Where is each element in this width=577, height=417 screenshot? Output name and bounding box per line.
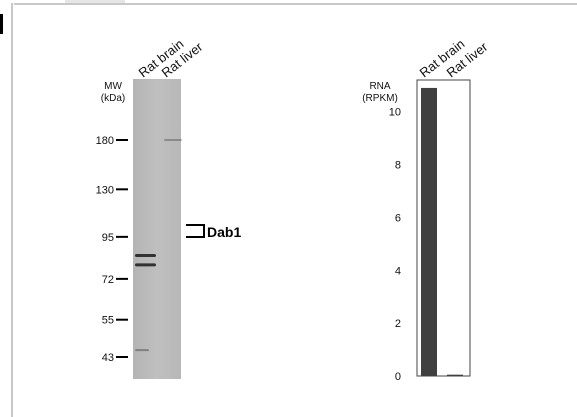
marker-layer: 180 130 95 72 55 43 [96, 135, 128, 364]
band-layer [135, 139, 182, 352]
band-label: Dab1 [207, 224, 241, 240]
bracket-shape [186, 224, 205, 238]
y-tick-label: 8 [395, 160, 401, 172]
mw-marker-label: 130 [96, 184, 114, 196]
frame-tab [65, 0, 125, 3]
bar-layer [421, 87, 463, 376]
ylabel-line-2: (RPKM) [362, 93, 398, 104]
mw-marker-label: 95 [102, 232, 114, 244]
blot-panel: Rat brain Rat liver MW (kDa) 18013095725… [96, 36, 241, 379]
mw-header-line-1: MW [104, 81, 122, 92]
blot-band [164, 139, 182, 141]
frame-left-border [11, 3, 13, 417]
mw-header-line-2: (kDa) [101, 93, 125, 104]
blot-membrane [133, 79, 181, 379]
mw-marker-label: 55 [102, 315, 114, 327]
blot-band [135, 349, 149, 352]
mw-marker-label: 72 [102, 274, 114, 286]
mw-marker-label: 43 [102, 352, 114, 364]
blot-band [135, 254, 156, 258]
y-tick-label: 0 [395, 371, 401, 383]
y-tick-label: 4 [395, 265, 401, 277]
y-tick-label: 6 [395, 212, 401, 224]
rna-bar [421, 87, 437, 376]
rna-bar [447, 374, 463, 376]
y-tick-label: 2 [395, 318, 401, 330]
dab1-bracket [186, 224, 205, 238]
frame-top-border [14, 3, 577, 5]
y-tick-label: 10 [389, 107, 401, 119]
mw-marker-label: 180 [96, 135, 114, 147]
blot-band [135, 263, 156, 267]
edge-mark [0, 14, 3, 34]
ytick-layer: 0 2 4 6 8 10 [389, 107, 401, 383]
ylabel-line-1: RNA [369, 81, 390, 92]
